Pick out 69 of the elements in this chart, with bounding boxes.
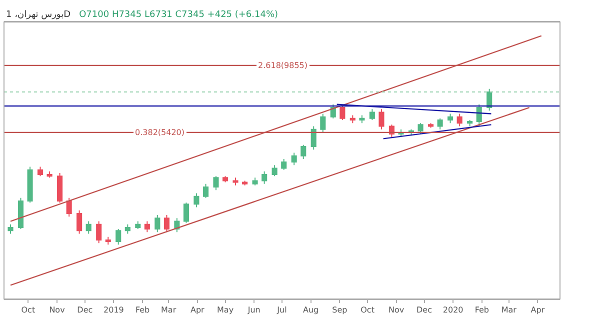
x-tick-label: May (217, 306, 234, 315)
candlestick (448, 113, 454, 124)
candlestick (486, 88, 492, 112)
candlestick (350, 114, 356, 124)
candlestick (272, 164, 278, 177)
candlestick (116, 228, 122, 246)
candlestick (183, 202, 190, 224)
candlestick (310, 126, 316, 150)
x-tick-label: 2019 (104, 306, 124, 315)
candlestick (242, 180, 248, 186)
candlestick (291, 152, 297, 166)
annotation: 0.382(5420) (135, 128, 185, 137)
candlestick (164, 214, 170, 233)
candlestick (320, 113, 326, 133)
x-tick-label: Oct (360, 306, 374, 315)
candlestick (46, 170, 52, 178)
x-tick-label: Mar (501, 306, 518, 315)
candlestick (281, 158, 287, 170)
x-tick-label: Mar (161, 306, 177, 315)
x-tick-label: Nov (49, 306, 66, 315)
candlestick (369, 108, 375, 120)
candlestick (437, 118, 443, 130)
candlestick (262, 170, 268, 184)
candlestick (194, 192, 200, 208)
x-tick-label: Aug (303, 306, 319, 315)
candlestick (27, 166, 33, 204)
candlestick (359, 114, 365, 124)
x-tick-label: Dec (416, 306, 432, 315)
candlestick (378, 108, 384, 130)
candlestick (428, 122, 434, 128)
candlestick (8, 224, 14, 234)
candlestick (252, 177, 258, 186)
candlestick (18, 197, 24, 230)
candlestick (222, 176, 228, 183)
x-tick-label: Apr (190, 306, 206, 315)
candlestick (66, 197, 72, 218)
candlestick (388, 124, 394, 138)
x-tick-label: Sep (332, 306, 348, 315)
x-tick-label: Oct (21, 306, 36, 315)
candlestick (476, 104, 482, 127)
x-tick-label: Feb (135, 306, 150, 315)
candlestick (124, 224, 130, 234)
candlestick (340, 104, 346, 120)
candlestick (418, 122, 424, 135)
candlestick (96, 220, 102, 244)
candlestick (105, 236, 111, 246)
candlestick (467, 119, 473, 127)
x-tick-label: Feb (474, 306, 489, 315)
candlestick (232, 177, 238, 186)
candlestick (144, 220, 150, 233)
x-tick-label: 2020 (442, 306, 464, 315)
x-tick-label: Nov (388, 306, 404, 315)
candlestick (154, 214, 160, 233)
candlestick (76, 210, 82, 234)
candlestick (57, 172, 63, 204)
candlestick (456, 113, 462, 127)
candlestick (86, 220, 92, 234)
x-tick-label: Apr (530, 306, 546, 315)
chart-title: بورس تهران، 1D (6, 10, 71, 20)
x-tick-label: Jul (276, 306, 287, 315)
candlestick (135, 220, 141, 230)
candlestick (213, 176, 219, 191)
x-tick-label: Jun (246, 306, 260, 315)
chart-subtitle: O7100 H7345 L6731 C7345 +425 (+6.14%) (79, 10, 278, 20)
candlestick (37, 166, 44, 177)
candlestick (300, 144, 306, 160)
text: 2.618(9855) (258, 61, 308, 70)
candlestick (202, 183, 209, 198)
x-tick-label: Dec (77, 306, 93, 315)
